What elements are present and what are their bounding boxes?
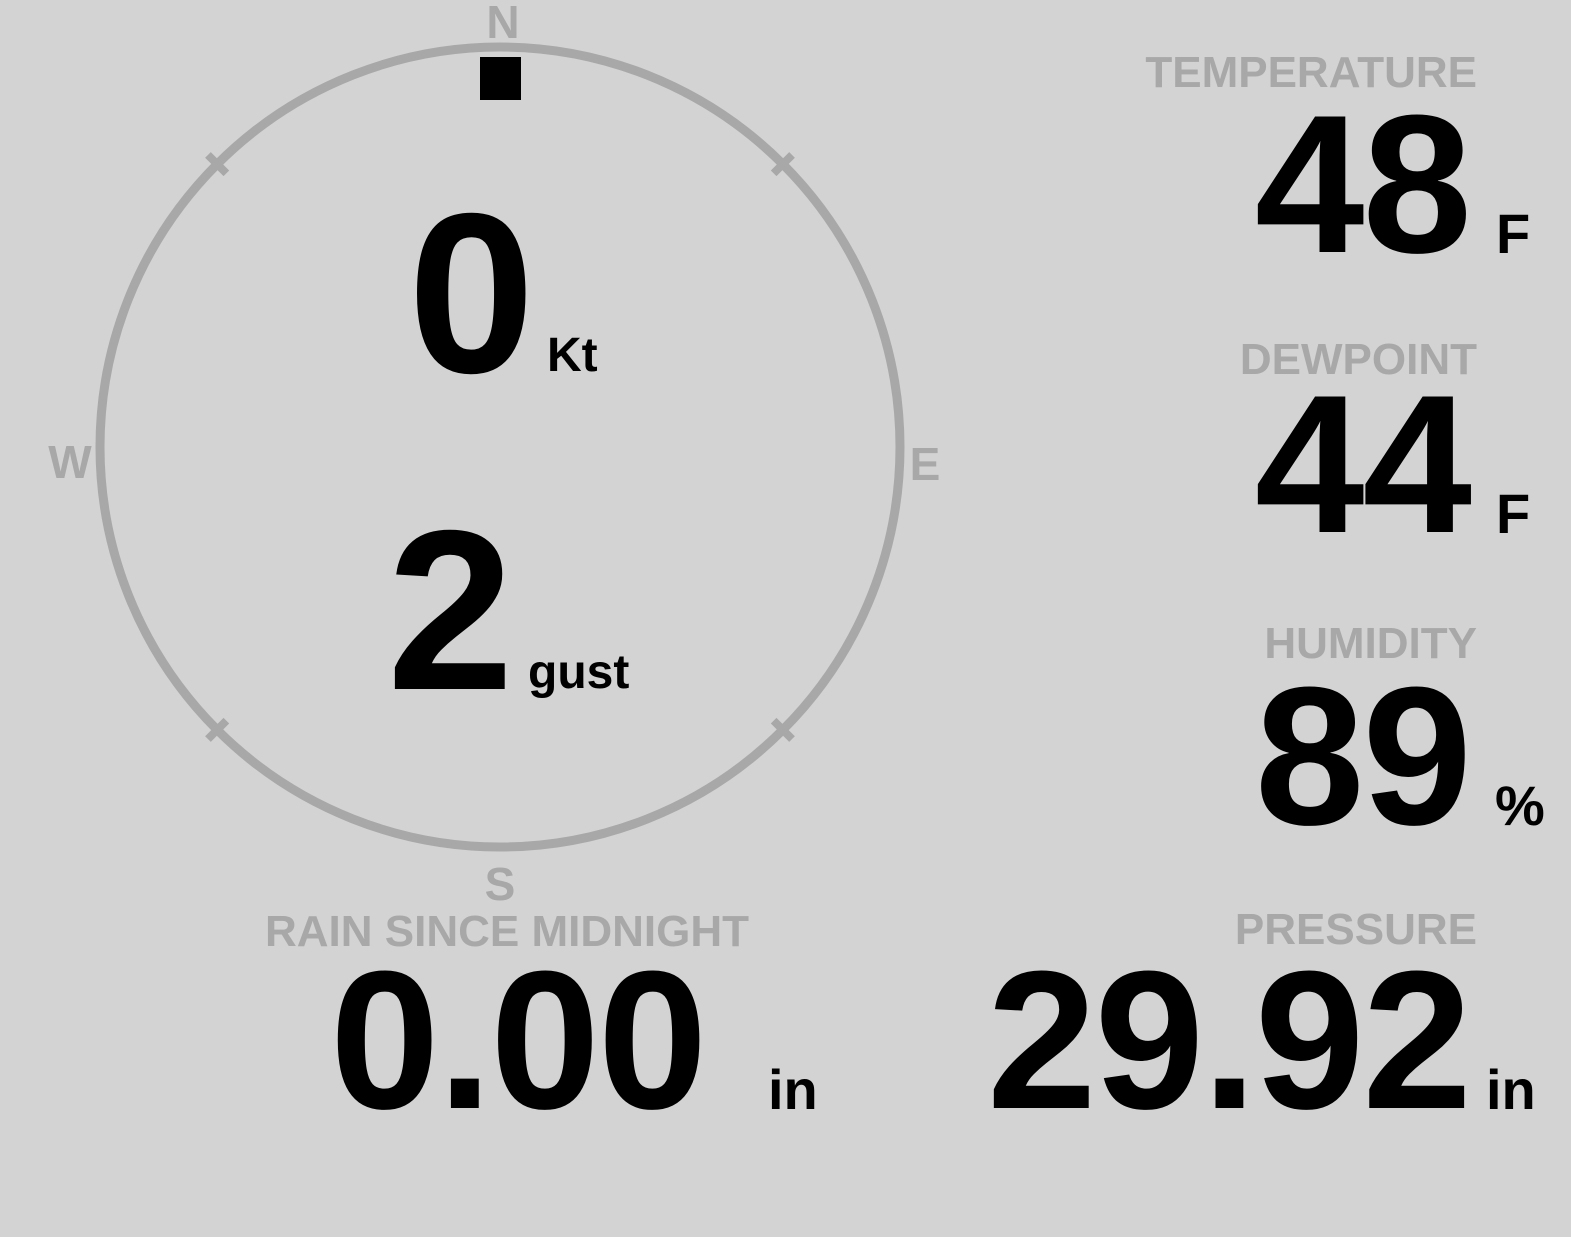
wind-speed-unit: Kt xyxy=(547,329,598,382)
wind-direction-marker xyxy=(480,57,521,100)
compass-tick-ne xyxy=(770,152,795,177)
dewpoint-label: DEWPOINT xyxy=(1239,335,1477,384)
dewpoint-value: 44 xyxy=(1254,354,1472,574)
humidity-value: 89 xyxy=(1254,646,1472,866)
rain-since-midnight-value: 0.00 xyxy=(330,930,707,1150)
compass-tick-se xyxy=(770,717,795,742)
compass-tick-nw xyxy=(205,152,230,177)
temperature-value: 48 xyxy=(1254,74,1472,294)
rain-since-midnight-label: RAIN SINCE MIDNIGHT xyxy=(265,907,749,956)
cardinal-west-label: W xyxy=(48,436,92,488)
dewpoint-unit: F xyxy=(1496,482,1531,545)
wind-gust-value: 2 xyxy=(387,484,514,738)
cardinal-east-label: E xyxy=(909,438,941,490)
pressure-unit: in xyxy=(1486,1058,1536,1121)
wind-compass-dial xyxy=(95,42,905,852)
wind-direction-marker-square xyxy=(480,57,521,100)
temperature-unit: F xyxy=(1496,202,1531,265)
cardinal-north-label: N xyxy=(486,0,520,48)
humidity-unit: % xyxy=(1495,774,1545,837)
wind-speed-value: 0 xyxy=(408,167,535,421)
humidity-label: HUMIDITY xyxy=(1264,619,1477,668)
compass-tick-sw xyxy=(205,717,230,742)
cardinal-south-label: S xyxy=(484,858,516,910)
temperature-label: TEMPERATURE xyxy=(1145,48,1477,97)
rain-since-midnight-unit: in xyxy=(768,1058,818,1121)
wind-gust-unit: gust xyxy=(528,646,630,699)
compass-ring xyxy=(95,42,905,852)
pressure-label: PRESSURE xyxy=(1234,905,1477,954)
compass-intercardinal-ticks xyxy=(205,152,795,742)
pressure-value: 29.92 xyxy=(987,930,1472,1150)
